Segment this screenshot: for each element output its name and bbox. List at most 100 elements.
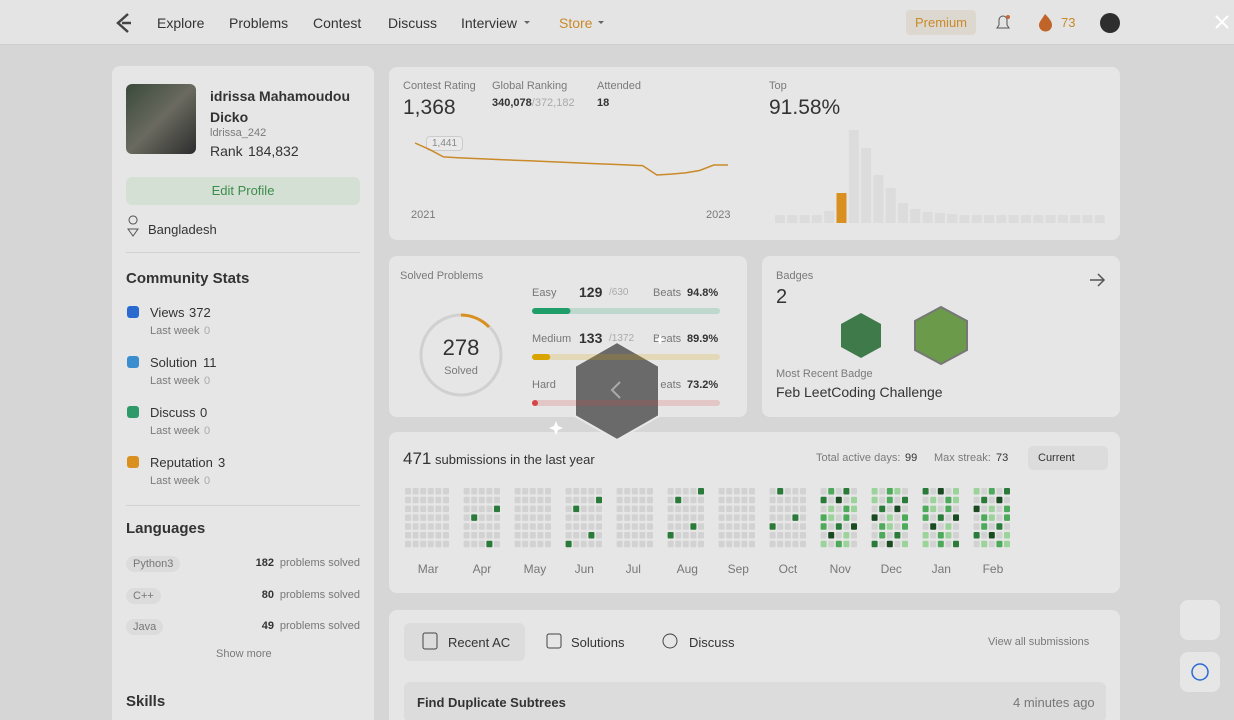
view-all[interactable]: View all submissions	[988, 636, 1090, 648]
heat-cell	[792, 523, 799, 530]
nav-item[interactable]: Problems	[229, 15, 289, 31]
dist-bar	[824, 211, 835, 223]
tab[interactable]: Recent AC	[448, 635, 511, 650]
heat-cell	[471, 532, 478, 539]
stat-sub-value: 0	[204, 325, 211, 337]
badge	[914, 305, 968, 366]
heat-cell	[443, 514, 449, 521]
heat-cell	[682, 496, 689, 504]
heat-cell	[631, 488, 638, 495]
heat-cell	[937, 532, 944, 539]
avatar[interactable]	[1100, 13, 1120, 33]
nav-item[interactable]: Store	[559, 15, 593, 31]
heat-cell	[647, 540, 653, 548]
heat-cell	[514, 540, 521, 548]
heat-cell	[820, 532, 827, 539]
dist-bar	[885, 188, 896, 223]
heat-cell	[843, 488, 850, 495]
heat-cell	[784, 505, 791, 513]
heat-cell	[726, 540, 733, 548]
tab-active	[404, 623, 525, 661]
heat-cell	[522, 540, 529, 548]
profile-photo	[126, 84, 196, 154]
show-more[interactable]: Show more	[216, 648, 272, 660]
heat-cell	[443, 505, 449, 513]
float-button[interactable]	[1180, 652, 1220, 692]
heat-cell	[726, 523, 733, 530]
logo[interactable]	[116, 13, 131, 33]
heat-cell	[580, 514, 587, 521]
float-button[interactable]	[1180, 600, 1220, 640]
heat-cell	[565, 532, 572, 539]
nav-item[interactable]: Discuss	[388, 15, 438, 31]
heat-cell	[945, 523, 952, 530]
heat-cell	[792, 514, 799, 521]
ring-arc	[460, 313, 491, 329]
heat-cell	[718, 488, 725, 495]
tab[interactable]: Discuss	[689, 635, 735, 650]
heat-cell	[777, 540, 784, 548]
heat-cell	[800, 514, 806, 521]
arrow[interactable]	[1090, 273, 1106, 287]
dist-bar	[1094, 215, 1105, 223]
heat-cell	[443, 496, 449, 504]
nav-item[interactable]: Contest	[313, 15, 362, 31]
premium[interactable]: Premium	[906, 10, 977, 35]
heat-cell	[922, 532, 929, 539]
heat-cell	[996, 514, 1003, 521]
heat-cell	[580, 540, 587, 548]
heat-cell	[843, 523, 850, 530]
tab-icon	[546, 633, 562, 649]
heat-cell	[937, 540, 944, 548]
heat-cell	[886, 532, 893, 539]
edit-profile[interactable]: Edit Profile	[126, 177, 360, 205]
heat-cell	[835, 496, 842, 504]
chat-icon	[1191, 663, 1209, 681]
heat-cell	[777, 488, 784, 495]
heat-cell	[988, 532, 995, 539]
heat-cell	[733, 496, 740, 504]
problem-title[interactable]: Find Duplicate Subtrees	[417, 695, 566, 710]
heat-cell	[800, 523, 806, 530]
close[interactable]	[1215, 15, 1229, 29]
heat-cell	[945, 532, 952, 539]
heat-cell	[1004, 514, 1010, 521]
heat-cell	[1004, 488, 1010, 495]
year: 2021	[411, 209, 436, 221]
nav-item[interactable]: Interview	[461, 15, 518, 31]
tab[interactable]: Solutions	[571, 635, 625, 650]
heat-cell	[588, 514, 595, 521]
heat-cell	[988, 523, 995, 530]
heat-cell	[631, 523, 638, 530]
heat-cell	[1004, 505, 1010, 513]
heat-cell	[596, 496, 602, 504]
heat-cell	[828, 514, 835, 521]
heat-cell	[973, 540, 980, 548]
level-total: /1372	[609, 333, 635, 344]
heat-cell	[922, 505, 929, 513]
heat-cell	[988, 540, 995, 548]
heat-cell	[835, 505, 842, 513]
stat-icon	[127, 406, 139, 418]
month: Mar	[417, 562, 439, 576]
heat-cell	[631, 496, 638, 504]
progress-track	[532, 354, 720, 360]
heat-cell	[953, 505, 959, 513]
select[interactable]: Current	[1028, 446, 1108, 470]
heat-cell	[596, 488, 602, 495]
heat-cell	[879, 523, 886, 530]
heat-cell	[973, 514, 980, 521]
heat-cell	[435, 532, 442, 539]
heat-cell	[690, 540, 697, 548]
dist-bar	[1021, 215, 1031, 223]
heat-cell	[522, 505, 529, 513]
heat-cell	[463, 496, 470, 504]
heat-cell	[471, 496, 478, 504]
heat-cell	[463, 540, 470, 548]
heat-cell	[996, 488, 1003, 495]
bell[interactable]	[996, 15, 1010, 29]
heat-cell	[922, 523, 929, 530]
nav-item[interactable]: Explore	[157, 15, 205, 31]
heat-cell	[953, 540, 959, 548]
month: Jun	[574, 562, 594, 576]
